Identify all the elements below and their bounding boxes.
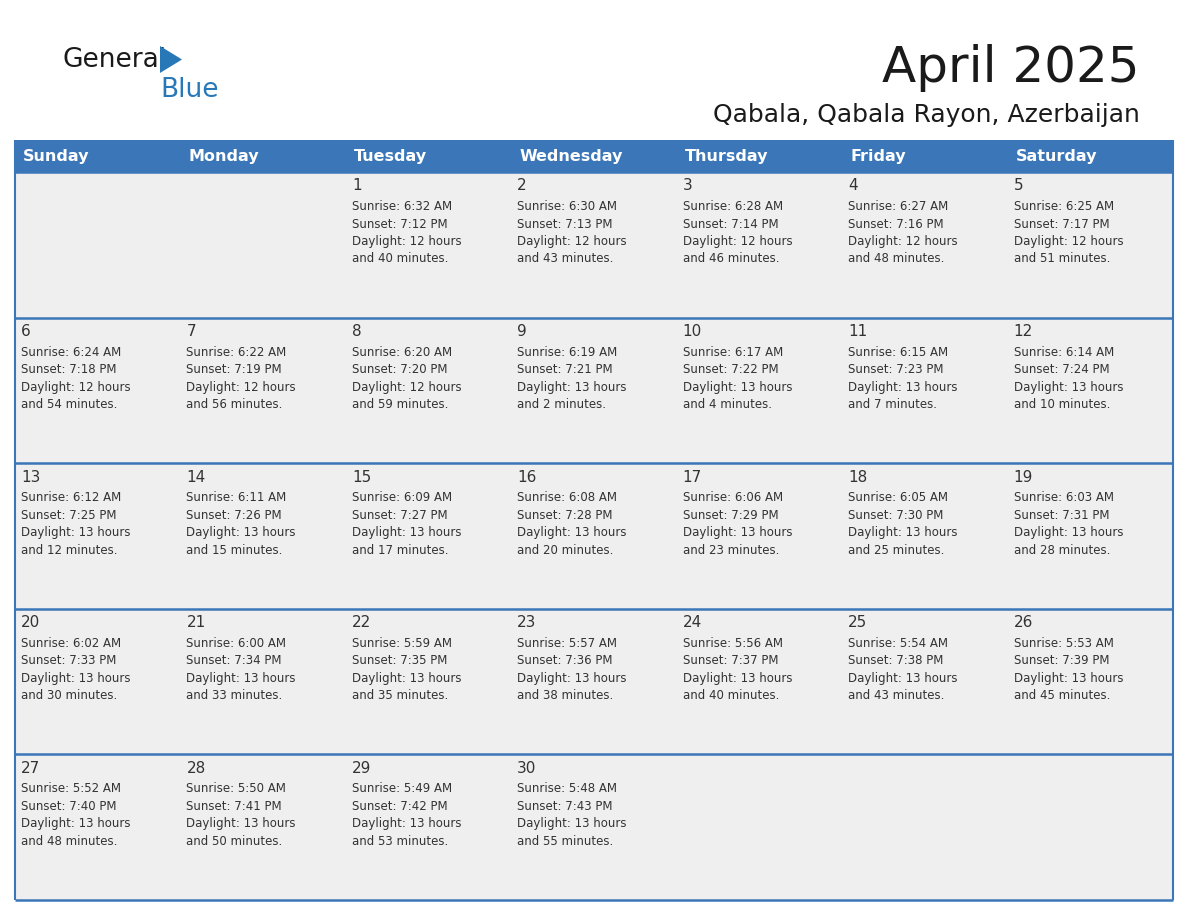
Bar bbox=[15, 464, 1173, 609]
Text: 30: 30 bbox=[517, 761, 537, 776]
Text: 1: 1 bbox=[352, 178, 361, 194]
Text: Sunrise: 6:30 AM
Sunset: 7:13 PM
Daylight: 12 hours
and 43 minutes.: Sunrise: 6:30 AM Sunset: 7:13 PM Dayligh… bbox=[517, 200, 627, 265]
Text: Sunrise: 5:52 AM
Sunset: 7:40 PM
Daylight: 13 hours
and 48 minutes.: Sunrise: 5:52 AM Sunset: 7:40 PM Dayligh… bbox=[21, 782, 131, 848]
Text: 2: 2 bbox=[517, 178, 527, 194]
Text: Sunrise: 6:09 AM
Sunset: 7:27 PM
Daylight: 13 hours
and 17 minutes.: Sunrise: 6:09 AM Sunset: 7:27 PM Dayligh… bbox=[352, 491, 461, 556]
Text: 26: 26 bbox=[1013, 615, 1032, 631]
Text: Sunrise: 6:03 AM
Sunset: 7:31 PM
Daylight: 13 hours
and 28 minutes.: Sunrise: 6:03 AM Sunset: 7:31 PM Dayligh… bbox=[1013, 491, 1123, 556]
Text: Monday: Monday bbox=[189, 149, 259, 163]
Polygon shape bbox=[160, 46, 182, 73]
Text: 4: 4 bbox=[848, 178, 858, 194]
Text: Sunrise: 6:06 AM
Sunset: 7:29 PM
Daylight: 13 hours
and 23 minutes.: Sunrise: 6:06 AM Sunset: 7:29 PM Dayligh… bbox=[683, 491, 792, 556]
Text: Tuesday: Tuesday bbox=[354, 149, 426, 163]
Text: 28: 28 bbox=[187, 761, 206, 776]
Text: Sunrise: 5:57 AM
Sunset: 7:36 PM
Daylight: 13 hours
and 38 minutes.: Sunrise: 5:57 AM Sunset: 7:36 PM Dayligh… bbox=[517, 637, 627, 702]
Text: 25: 25 bbox=[848, 615, 867, 631]
Text: Thursday: Thursday bbox=[684, 149, 769, 163]
Text: 13: 13 bbox=[21, 470, 40, 485]
Text: Sunrise: 5:56 AM
Sunset: 7:37 PM
Daylight: 13 hours
and 40 minutes.: Sunrise: 5:56 AM Sunset: 7:37 PM Dayligh… bbox=[683, 637, 792, 702]
Text: Sunrise: 5:54 AM
Sunset: 7:38 PM
Daylight: 13 hours
and 43 minutes.: Sunrise: 5:54 AM Sunset: 7:38 PM Dayligh… bbox=[848, 637, 958, 702]
Text: Sunrise: 6:32 AM
Sunset: 7:12 PM
Daylight: 12 hours
and 40 minutes.: Sunrise: 6:32 AM Sunset: 7:12 PM Dayligh… bbox=[352, 200, 461, 265]
Text: 20: 20 bbox=[21, 615, 40, 631]
Text: 29: 29 bbox=[352, 761, 371, 776]
Bar bbox=[15, 609, 1173, 755]
Text: Sunrise: 6:02 AM
Sunset: 7:33 PM
Daylight: 13 hours
and 30 minutes.: Sunrise: 6:02 AM Sunset: 7:33 PM Dayligh… bbox=[21, 637, 131, 702]
Text: 9: 9 bbox=[517, 324, 527, 339]
Text: 17: 17 bbox=[683, 470, 702, 485]
Text: 5: 5 bbox=[1013, 178, 1023, 194]
Text: Sunrise: 6:25 AM
Sunset: 7:17 PM
Daylight: 12 hours
and 51 minutes.: Sunrise: 6:25 AM Sunset: 7:17 PM Dayligh… bbox=[1013, 200, 1123, 265]
Text: 3: 3 bbox=[683, 178, 693, 194]
Text: Sunrise: 6:12 AM
Sunset: 7:25 PM
Daylight: 13 hours
and 12 minutes.: Sunrise: 6:12 AM Sunset: 7:25 PM Dayligh… bbox=[21, 491, 131, 556]
Text: 21: 21 bbox=[187, 615, 206, 631]
Text: 27: 27 bbox=[21, 761, 40, 776]
Text: Sunrise: 5:59 AM
Sunset: 7:35 PM
Daylight: 13 hours
and 35 minutes.: Sunrise: 5:59 AM Sunset: 7:35 PM Dayligh… bbox=[352, 637, 461, 702]
Text: Sunrise: 6:24 AM
Sunset: 7:18 PM
Daylight: 12 hours
and 54 minutes.: Sunrise: 6:24 AM Sunset: 7:18 PM Dayligh… bbox=[21, 345, 131, 411]
Text: Saturday: Saturday bbox=[1016, 149, 1097, 163]
Text: Qabala, Qabala Rayon, Azerbaijan: Qabala, Qabala Rayon, Azerbaijan bbox=[713, 103, 1140, 127]
Text: Sunrise: 6:00 AM
Sunset: 7:34 PM
Daylight: 13 hours
and 33 minutes.: Sunrise: 6:00 AM Sunset: 7:34 PM Dayligh… bbox=[187, 637, 296, 702]
Text: 23: 23 bbox=[517, 615, 537, 631]
Text: 12: 12 bbox=[1013, 324, 1032, 339]
Text: Wednesday: Wednesday bbox=[519, 149, 623, 163]
Text: Sunrise: 6:19 AM
Sunset: 7:21 PM
Daylight: 13 hours
and 2 minutes.: Sunrise: 6:19 AM Sunset: 7:21 PM Dayligh… bbox=[517, 345, 627, 411]
Text: Sunrise: 5:53 AM
Sunset: 7:39 PM
Daylight: 13 hours
and 45 minutes.: Sunrise: 5:53 AM Sunset: 7:39 PM Dayligh… bbox=[1013, 637, 1123, 702]
Text: Sunday: Sunday bbox=[23, 149, 89, 163]
Text: 8: 8 bbox=[352, 324, 361, 339]
Text: 22: 22 bbox=[352, 615, 371, 631]
Text: Sunrise: 5:48 AM
Sunset: 7:43 PM
Daylight: 13 hours
and 55 minutes.: Sunrise: 5:48 AM Sunset: 7:43 PM Dayligh… bbox=[517, 782, 627, 848]
Text: Sunrise: 6:17 AM
Sunset: 7:22 PM
Daylight: 13 hours
and 4 minutes.: Sunrise: 6:17 AM Sunset: 7:22 PM Dayligh… bbox=[683, 345, 792, 411]
Text: Sunrise: 6:20 AM
Sunset: 7:20 PM
Daylight: 12 hours
and 59 minutes.: Sunrise: 6:20 AM Sunset: 7:20 PM Dayligh… bbox=[352, 345, 461, 411]
Text: Sunrise: 6:14 AM
Sunset: 7:24 PM
Daylight: 13 hours
and 10 minutes.: Sunrise: 6:14 AM Sunset: 7:24 PM Dayligh… bbox=[1013, 345, 1123, 411]
Text: 6: 6 bbox=[21, 324, 31, 339]
Text: 24: 24 bbox=[683, 615, 702, 631]
Text: Sunrise: 6:27 AM
Sunset: 7:16 PM
Daylight: 12 hours
and 48 minutes.: Sunrise: 6:27 AM Sunset: 7:16 PM Dayligh… bbox=[848, 200, 958, 265]
Text: 18: 18 bbox=[848, 470, 867, 485]
Text: Blue: Blue bbox=[160, 77, 219, 103]
Text: 10: 10 bbox=[683, 324, 702, 339]
Text: 11: 11 bbox=[848, 324, 867, 339]
Text: Sunrise: 6:08 AM
Sunset: 7:28 PM
Daylight: 13 hours
and 20 minutes.: Sunrise: 6:08 AM Sunset: 7:28 PM Dayligh… bbox=[517, 491, 627, 556]
Bar bbox=[15, 318, 1173, 464]
Text: Sunrise: 5:49 AM
Sunset: 7:42 PM
Daylight: 13 hours
and 53 minutes.: Sunrise: 5:49 AM Sunset: 7:42 PM Dayligh… bbox=[352, 782, 461, 848]
Text: Sunrise: 6:22 AM
Sunset: 7:19 PM
Daylight: 12 hours
and 56 minutes.: Sunrise: 6:22 AM Sunset: 7:19 PM Dayligh… bbox=[187, 345, 296, 411]
Text: Sunrise: 6:15 AM
Sunset: 7:23 PM
Daylight: 13 hours
and 7 minutes.: Sunrise: 6:15 AM Sunset: 7:23 PM Dayligh… bbox=[848, 345, 958, 411]
Text: Friday: Friday bbox=[851, 149, 905, 163]
Text: General: General bbox=[62, 47, 166, 73]
Text: Sunrise: 5:50 AM
Sunset: 7:41 PM
Daylight: 13 hours
and 50 minutes.: Sunrise: 5:50 AM Sunset: 7:41 PM Dayligh… bbox=[187, 782, 296, 848]
Text: Sunrise: 6:05 AM
Sunset: 7:30 PM
Daylight: 13 hours
and 25 minutes.: Sunrise: 6:05 AM Sunset: 7:30 PM Dayligh… bbox=[848, 491, 958, 556]
Bar bbox=[15, 172, 1173, 318]
Text: 19: 19 bbox=[1013, 470, 1032, 485]
Text: 7: 7 bbox=[187, 324, 196, 339]
Text: 14: 14 bbox=[187, 470, 206, 485]
Bar bbox=[15, 140, 1173, 172]
Text: April 2025: April 2025 bbox=[883, 44, 1140, 92]
Text: Sunrise: 6:28 AM
Sunset: 7:14 PM
Daylight: 12 hours
and 46 minutes.: Sunrise: 6:28 AM Sunset: 7:14 PM Dayligh… bbox=[683, 200, 792, 265]
Text: 15: 15 bbox=[352, 470, 371, 485]
Bar bbox=[15, 755, 1173, 900]
Text: 16: 16 bbox=[517, 470, 537, 485]
Text: Sunrise: 6:11 AM
Sunset: 7:26 PM
Daylight: 13 hours
and 15 minutes.: Sunrise: 6:11 AM Sunset: 7:26 PM Dayligh… bbox=[187, 491, 296, 556]
